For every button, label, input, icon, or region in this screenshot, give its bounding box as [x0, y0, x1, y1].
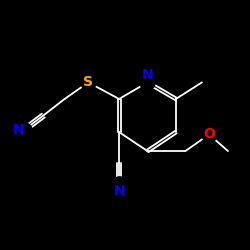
Text: O: O: [203, 128, 215, 141]
Text: N: N: [142, 68, 153, 82]
Text: N: N: [113, 184, 125, 198]
Text: N: N: [13, 123, 24, 137]
Text: S: S: [83, 76, 93, 90]
